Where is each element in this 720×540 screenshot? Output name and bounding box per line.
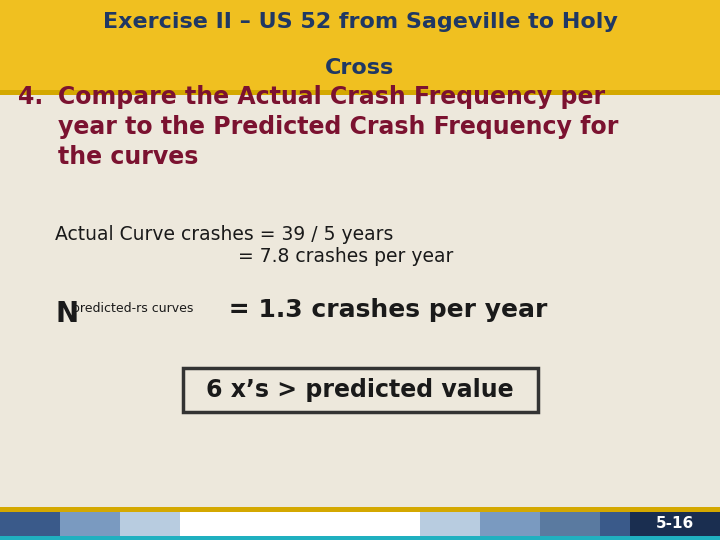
Text: = 7.8 crashes per year: = 7.8 crashes per year: [238, 247, 454, 266]
Text: 5-16: 5-16: [656, 516, 694, 531]
Text: the curves: the curves: [58, 145, 199, 169]
Bar: [0, 507, 720, 512]
Bar: [180, 512, 240, 536]
Bar: [600, 512, 660, 536]
Text: Cross: Cross: [325, 58, 395, 78]
Bar: [420, 512, 480, 536]
Text: Compare the Actual Crash Frequency per: Compare the Actual Crash Frequency per: [58, 85, 605, 109]
Text: Actual Curve crashes = 39 / 5 years: Actual Curve crashes = 39 / 5 years: [55, 225, 393, 244]
Bar: [0, 90, 720, 95]
Text: year to the Predicted Crash Frequency for: year to the Predicted Crash Frequency fo…: [58, 115, 618, 139]
Bar: [240, 512, 300, 536]
Bar: [630, 512, 720, 536]
Text: predicted-rs curves: predicted-rs curves: [72, 302, 194, 315]
FancyBboxPatch shape: [182, 368, 538, 412]
Bar: [540, 512, 600, 536]
Bar: [0, 536, 720, 540]
Text: = 1.3 crashes per year: = 1.3 crashes per year: [220, 298, 547, 322]
Text: Exercise II – US 52 from Sageville to Holy: Exercise II – US 52 from Sageville to Ho…: [102, 12, 618, 32]
Bar: [480, 512, 540, 536]
Bar: [0, 512, 60, 536]
Bar: [360, 512, 420, 536]
Bar: [660, 512, 720, 536]
Text: N: N: [55, 300, 78, 328]
Bar: [120, 512, 180, 536]
Bar: [0, 0, 720, 90]
Text: 6 x’s > predicted value: 6 x’s > predicted value: [206, 378, 514, 402]
Bar: [60, 512, 120, 536]
Text: 4.: 4.: [18, 85, 43, 109]
Bar: [300, 512, 360, 536]
